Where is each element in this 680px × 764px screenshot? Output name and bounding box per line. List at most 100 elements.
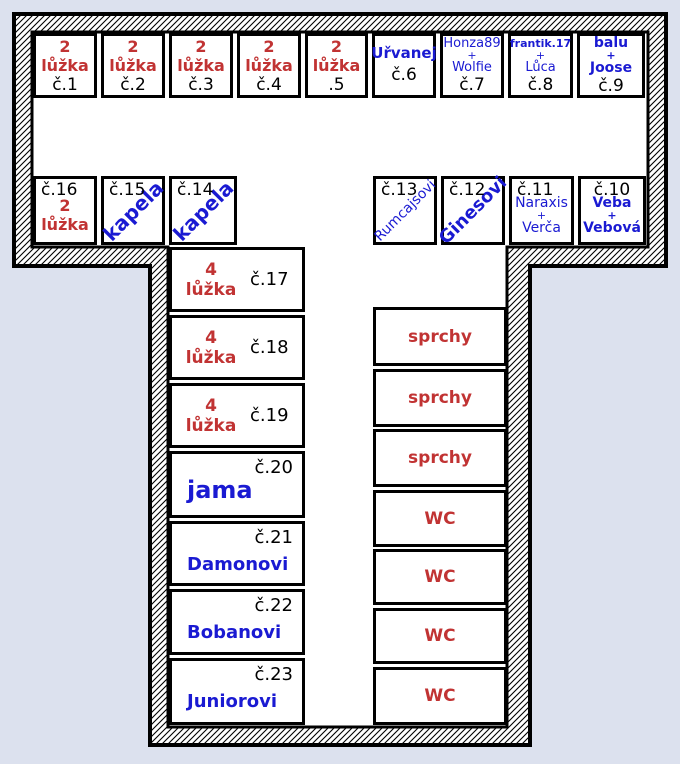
beds-info: 4 lůžka — [172, 260, 250, 300]
room-c3: 2 lůžka č.3 — [169, 33, 233, 98]
room-number: č.22 — [254, 595, 293, 616]
room-c11-content: Naraxis + Verča — [512, 179, 571, 242]
room-number: č.14 — [177, 180, 214, 200]
room-c10-content: Veba + Vebová — [581, 179, 643, 242]
occupant-name: balu — [593, 34, 629, 51]
beds-count: 2 — [127, 36, 139, 56]
room-number: č.16 — [41, 180, 78, 200]
occupant-name: Joose — [589, 59, 633, 76]
room-c11: č.11 Naraxis + Verča — [509, 176, 574, 245]
beds-count: 4 — [205, 259, 217, 280]
wc-room-3: WC — [373, 608, 507, 664]
room-c6-content: Uřvanej č.6 — [371, 36, 436, 95]
wc-room-1: WC — [373, 490, 507, 547]
occupant-name: Lůca — [525, 59, 556, 75]
room-c21: č.21 Damonovi — [169, 521, 305, 586]
beds-count: 2 — [59, 196, 71, 215]
room-number: č.18 — [250, 337, 289, 358]
shower-room-1: sprchy — [373, 307, 507, 366]
room-number: č.11 — [517, 180, 554, 200]
room-number: č.4 — [256, 74, 282, 95]
room-number: č.3 — [188, 74, 214, 95]
room-c23: č.23 Juniorovi — [169, 658, 305, 725]
shower-room-2: sprchy — [373, 369, 507, 427]
beds-count: 4 — [205, 327, 217, 348]
beds-label: lůžka — [41, 55, 89, 75]
beds-label: lůžka — [185, 347, 237, 368]
beds-info: 4 lůžka — [172, 396, 250, 436]
room-number: č.13 — [381, 180, 418, 200]
occupant-name: Damonovi — [187, 554, 289, 575]
occupant-name: Veba — [592, 195, 632, 211]
room-c18: 4 lůžka č.18 — [169, 315, 305, 380]
occupant-name: jama — [187, 476, 253, 504]
room-c8-content: frantik.17 + Lůca č.8 — [510, 36, 571, 95]
occupant-name: Wolfie — [452, 59, 492, 75]
room-number: č.12 — [449, 180, 486, 200]
room-c8: frantik.17 + Lůca č.8 — [508, 33, 573, 98]
room-c5: 2 lůžka .5 — [305, 33, 368, 98]
beds-label: lůžka — [245, 55, 293, 75]
facility-label: sprchy — [408, 388, 472, 408]
room-c2-content: 2 lůžka č.2 — [104, 36, 162, 95]
beds-count: 2 — [330, 36, 343, 56]
room-c18-content: 4 lůžka č.18 — [172, 318, 302, 377]
occupant-name: Vebová — [583, 220, 641, 236]
plus-sign: + — [535, 48, 546, 62]
beds-label: lůžka — [41, 215, 89, 234]
occupant-name: Uřvanej — [371, 44, 437, 62]
facility-label: sprchy — [408, 326, 472, 347]
room-number: č.10 — [593, 180, 631, 200]
room-number: č.2 — [120, 74, 146, 95]
room-number: č.19 — [250, 405, 289, 426]
room-c4-content: 2 lůžka č.4 — [240, 36, 298, 95]
room-c19-content: 4 lůžka č.19 — [172, 386, 302, 445]
beds-info: 4 lůžka — [172, 328, 250, 368]
room-c9: balu + Joose č.9 — [577, 33, 645, 98]
room-c15: č.15 kapela — [98, 175, 168, 245]
occupant-name: Bobanovi — [187, 622, 282, 643]
room-c7-content: Honza89 + Wolfie č.7 — [443, 36, 501, 95]
room-c12: č.12 Ginesovi — [435, 172, 511, 248]
occupant-name: Juniorovi — [187, 691, 278, 712]
room-c13: č.13 Rumcajsovi — [371, 176, 439, 245]
room-number: č.9 — [598, 75, 624, 96]
beds-label: lůžka — [185, 279, 237, 300]
room-c1-content: 2 lůžka č.1 — [36, 36, 94, 95]
facility-label: sprchy — [408, 448, 472, 468]
shower-room-3: sprchy — [373, 429, 507, 487]
room-c6: Uřvanej č.6 — [371, 33, 437, 98]
occupant-name: Honza89 — [443, 35, 501, 51]
room-c5-content: 2 lůžka .5 — [308, 36, 365, 95]
room-c22: č.22 Bobanovi — [169, 589, 305, 655]
facility-label: WC — [424, 567, 456, 587]
room-number: č.17 — [250, 269, 289, 290]
room-c1: 2 lůžka č.1 — [33, 33, 97, 98]
plus-sign: + — [607, 209, 617, 222]
beds-count: 2 — [195, 36, 207, 56]
room-c2: 2 lůžka č.2 — [101, 33, 165, 98]
beds-label: lůžka — [312, 55, 361, 75]
room-c16-content: 2 lůžka — [36, 179, 94, 242]
room-number: č.23 — [254, 664, 293, 685]
plus-sign: + — [536, 209, 547, 222]
beds-count: 2 — [263, 36, 275, 56]
room-number: č.21 — [254, 527, 293, 548]
room-number: č.7 — [459, 74, 485, 95]
room-c20: č.20 jama — [169, 451, 305, 518]
beds-label: lůžka — [109, 55, 157, 75]
beds-label: lůžka — [177, 55, 225, 75]
facility-label: WC — [424, 508, 456, 529]
room-c7: Honza89 + Wolfie č.7 — [440, 33, 504, 98]
room-c10: č.10 Veba + Vebová — [578, 176, 646, 245]
facility-label: WC — [424, 626, 456, 646]
inner-floor — [30, 30, 650, 729]
room-c14: č.14 kapela — [168, 175, 238, 245]
room-c17: 4 lůžka č.17 — [169, 247, 305, 312]
occupant-name: Naraxis — [515, 195, 568, 211]
occupant-name: Verča — [522, 220, 561, 236]
room-number: č.1 — [52, 74, 78, 95]
room-c3-content: 2 lůžka č.3 — [172, 36, 230, 95]
